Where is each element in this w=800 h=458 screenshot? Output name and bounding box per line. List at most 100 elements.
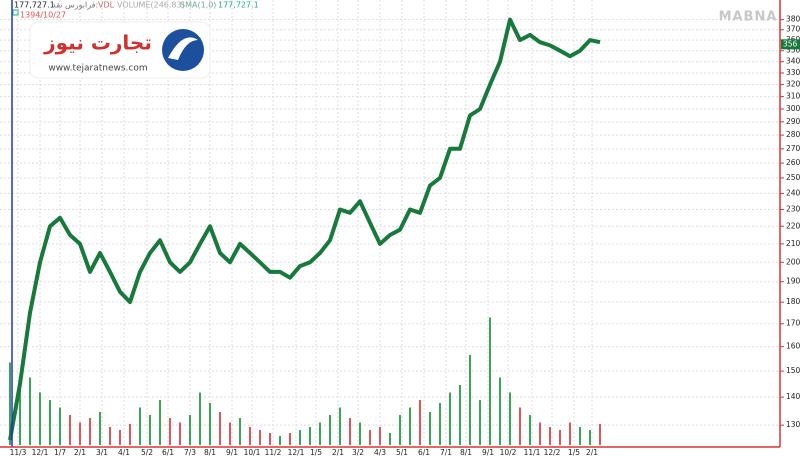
volume-bar <box>109 427 111 445</box>
y-tick-label: 230, <box>786 204 800 213</box>
logo-icon-shape <box>168 37 198 60</box>
volume-bar <box>359 422 361 445</box>
x-tick-label: 4/3 <box>374 448 386 457</box>
y-tick-label: 180, <box>786 297 800 306</box>
y-tick-label: 130, <box>786 420 800 429</box>
volume-bar <box>479 400 481 445</box>
y-tick-label: 200, <box>786 257 800 266</box>
logo-brand: تجارت نیوز <box>43 31 152 55</box>
x-tick-label: 10/2 <box>500 448 517 457</box>
y-tick-label: 220, <box>786 221 800 230</box>
x-tick-label: 7/3 <box>184 448 196 457</box>
header-quote: 177,727.1 <box>14 1 55 10</box>
y-tick-label: 150, <box>786 366 800 375</box>
header-date: 1394/10/27 <box>20 11 66 20</box>
x-tick-label: 8/1 <box>460 448 472 457</box>
y-tick-label: 210, <box>786 239 800 248</box>
volume-bar <box>389 433 391 445</box>
y-tick-label: 370, <box>786 25 800 34</box>
header-symbol: VDL <box>98 1 115 10</box>
x-tick-label: 11/1 <box>524 448 541 457</box>
volume-bar <box>59 407 61 445</box>
volume-bar <box>319 422 321 445</box>
y-tick-label: 170, <box>786 319 800 328</box>
marker <box>12 9 19 16</box>
volume-bar <box>449 392 451 445</box>
x-tick-label: 11/2 <box>265 448 282 457</box>
volume-bar <box>49 400 51 445</box>
volume-bar <box>139 407 141 445</box>
x-tick-label: 3/1 <box>96 448 108 457</box>
volume-bar <box>569 422 571 445</box>
volume-bar <box>559 430 561 445</box>
volume-bar <box>419 400 421 445</box>
volume-bar <box>159 400 161 445</box>
volume-bar <box>439 403 441 445</box>
volume-bar <box>279 436 281 445</box>
x-tick-label: 9/1 <box>482 448 494 457</box>
y-tick-label: 270, <box>786 144 800 153</box>
y-tick-label: 240, <box>786 188 800 197</box>
volume-bar <box>429 412 431 445</box>
volume-bar <box>19 385 21 445</box>
logo: تجارت نیوز www.tejaratnews.com <box>29 21 211 79</box>
volume-bar <box>129 424 131 445</box>
volume-bar <box>349 418 351 445</box>
volume-bar <box>169 418 171 445</box>
volume-bar <box>499 377 501 445</box>
volume-bar <box>149 415 151 445</box>
volume-bar <box>539 422 541 445</box>
x-tick-label: 6/1 <box>162 448 174 457</box>
volume-bar <box>589 430 591 445</box>
x-tick-label: 1/5 <box>310 448 322 457</box>
volume-bar <box>209 403 211 445</box>
volume-bar <box>259 430 261 445</box>
y-tick-label: 330, <box>786 68 800 77</box>
volume-bar <box>119 430 121 445</box>
y-tick-label: 300, <box>786 104 800 113</box>
x-tick-label: 12/2 <box>544 448 561 457</box>
x-tick-label: 12/1 <box>32 448 49 457</box>
volume-bar <box>189 415 191 445</box>
volume-bar <box>299 430 301 445</box>
x-tick-label: 3/2 <box>352 448 364 457</box>
last-value-tag <box>781 39 800 50</box>
y-tick-label: 380, <box>786 15 800 24</box>
volume-bar <box>549 427 551 445</box>
volume-bar <box>29 377 31 445</box>
watermark: MABNA <box>719 10 778 25</box>
volume-bar <box>249 427 251 445</box>
volume-bar <box>219 412 221 445</box>
header-name: فرابورس نقد: <box>52 1 98 10</box>
x-tick-label: 6/1 <box>418 448 430 457</box>
y-tick-label: 260, <box>786 158 800 167</box>
volume-bar <box>239 418 241 445</box>
x-tick-label: 2/1 <box>74 448 86 457</box>
x-tick-label: 5/1 <box>396 448 408 457</box>
volume-bar <box>99 412 101 445</box>
y-tick-label: 160, <box>786 342 800 351</box>
volume-bar <box>69 415 71 445</box>
y-tick-label: 250, <box>786 173 800 182</box>
price-line <box>8 17 601 441</box>
volume-bar <box>579 427 581 445</box>
volume-bar <box>409 407 411 445</box>
logo-url: www.tejaratnews.com <box>48 64 147 74</box>
volume-bar <box>309 427 311 445</box>
y-tick-label: 280, <box>786 130 800 139</box>
volume-bar <box>9 362 11 445</box>
volume-bar <box>199 392 201 445</box>
x-tick-label: 12/1 <box>288 448 305 457</box>
volume-bar <box>329 415 331 445</box>
x-tick-label: 4/1 <box>118 448 130 457</box>
last-value-label: 356 <box>783 39 798 48</box>
logo-box <box>29 21 211 79</box>
x-tick-label: 1/7 <box>54 448 66 457</box>
x-tick-label: 10/1 <box>244 448 261 457</box>
volume-bar <box>39 392 41 445</box>
volume-bar <box>509 392 511 445</box>
x-tick-label: 1/5 <box>568 448 580 457</box>
x-tick-label: 11/3 <box>10 448 27 457</box>
header-quote2: 177,727.1 <box>218 1 259 10</box>
